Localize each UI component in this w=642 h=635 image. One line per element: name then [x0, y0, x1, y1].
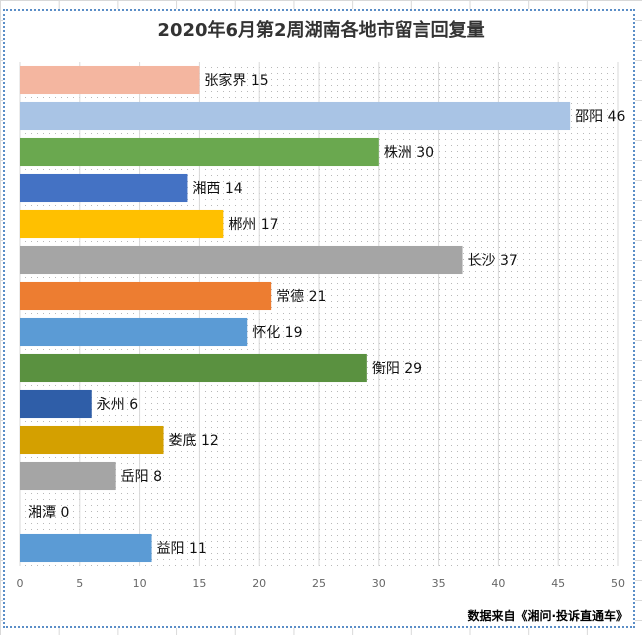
bar-湘西[interactable] — [20, 173, 188, 203]
x-tick-label: 25 — [312, 577, 326, 590]
data-label: 邵阳 46 — [575, 109, 625, 125]
x-tick-label: 50 — [611, 577, 625, 590]
bar-益阳[interactable] — [20, 533, 152, 563]
x-tick-label: 15 — [192, 577, 206, 590]
bar-岳阳[interactable] — [20, 461, 116, 491]
x-tick-label: 35 — [432, 577, 446, 590]
chart-title: 2020年6月第2周湖南各地市留言回复量 — [157, 20, 485, 41]
x-tick-label: 10 — [133, 577, 147, 590]
bar-长沙[interactable] — [20, 245, 463, 275]
x-tick-label: 30 — [372, 577, 386, 590]
x-tick-label: 0 — [17, 577, 24, 590]
data-label: 张家界 15 — [204, 72, 268, 89]
bar-邵阳[interactable] — [20, 101, 571, 131]
bar-郴州[interactable] — [20, 209, 224, 239]
data-label: 永州 6 — [97, 397, 138, 413]
data-label: 怀化 19 — [252, 325, 302, 341]
x-tick-label: 40 — [491, 577, 505, 590]
data-label: 岳阳 8 — [121, 469, 162, 485]
data-label: 湘西 14 — [192, 181, 242, 197]
bar-衡阳[interactable] — [20, 353, 367, 383]
data-label: 长沙 37 — [468, 253, 518, 269]
data-label: 衡阳 29 — [372, 361, 422, 377]
data-label: 株洲 30 — [384, 145, 434, 161]
data-label: 常德 21 — [276, 289, 326, 305]
bar-娄底[interactable] — [20, 425, 164, 455]
x-tick-label: 5 — [76, 577, 83, 590]
bar-张家界[interactable] — [20, 65, 200, 95]
data-source-note: 数据来自《湘问·投诉直通车》 — [467, 609, 628, 623]
data-label: 湘潭 0 — [28, 504, 69, 521]
data-label: 娄底 12 — [169, 433, 219, 449]
bar-株洲[interactable] — [20, 137, 379, 167]
x-tick-label: 20 — [252, 577, 266, 590]
bar-永州[interactable] — [20, 389, 92, 419]
bar-常德[interactable] — [20, 281, 272, 311]
x-tick-label: 45 — [551, 577, 565, 590]
data-label: 益阳 11 — [157, 541, 207, 557]
bar-怀化[interactable] — [20, 317, 248, 347]
data-label: 郴州 17 — [228, 217, 278, 233]
